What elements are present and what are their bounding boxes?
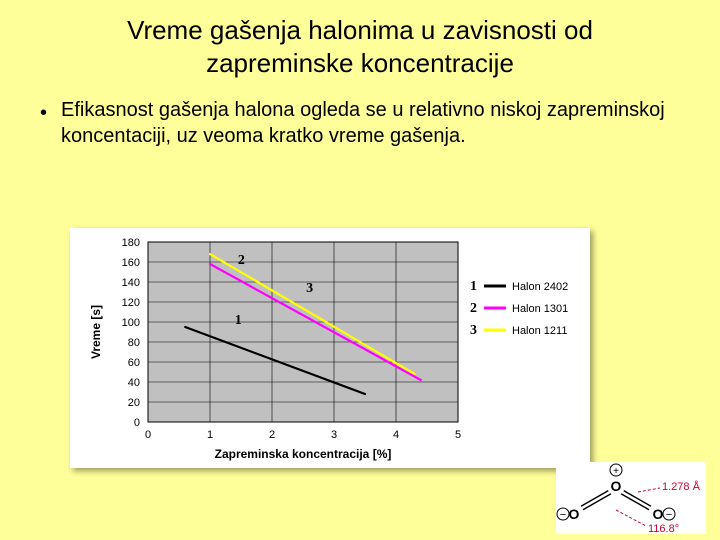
ytick-label: 100 xyxy=(122,317,140,329)
legend-name: Halon 2402 xyxy=(512,281,568,293)
bullet-block: • Efikasnost gašenja halona ogleda se u … xyxy=(0,79,720,149)
xtick-label: 5 xyxy=(455,429,461,441)
ytick-label: 40 xyxy=(128,377,140,389)
label-leader xyxy=(616,510,646,526)
y-axis-label: Vreme [s] xyxy=(89,305,103,359)
bond-angle-label: 116.8° xyxy=(648,523,679,534)
bond-line xyxy=(623,490,651,506)
bond-line xyxy=(583,494,611,510)
bullet-text: Efikasnost gašenja halona ogleda se u re… xyxy=(61,97,680,149)
legend-name: Halon 1301 xyxy=(512,303,568,315)
charge-minus: − xyxy=(560,509,566,521)
slide-title: Vreme gašenja halonima u zavisnosti od z… xyxy=(0,0,720,79)
ytick-label: 160 xyxy=(122,257,140,269)
xtick-label: 1 xyxy=(207,429,213,441)
legend-num: 3 xyxy=(470,323,477,338)
atom-label: O xyxy=(569,506,580,522)
legend-name: Halon 1211 xyxy=(512,325,567,337)
atom-label: O xyxy=(611,478,622,494)
ytick-label: 120 xyxy=(122,297,140,309)
molecule-svg: OOO+−−1.278 Å116.8° xyxy=(556,462,706,534)
xtick-label: 2 xyxy=(269,429,275,441)
atom-label: O xyxy=(653,506,664,522)
plot-area xyxy=(148,242,458,422)
ytick-label: 80 xyxy=(128,337,140,349)
ytick-label: 140 xyxy=(122,277,140,289)
bullet-dot-icon: • xyxy=(40,97,47,125)
xtick-label: 4 xyxy=(393,429,399,441)
charge-minus: − xyxy=(666,509,672,521)
bullet-row: • Efikasnost gašenja halona ogleda se u … xyxy=(40,97,680,149)
bond-line xyxy=(621,494,649,510)
ytick-label: 60 xyxy=(128,357,140,369)
ytick-label: 20 xyxy=(128,397,140,409)
legend-num: 1 xyxy=(470,279,477,294)
bond-length-label: 1.278 Å xyxy=(662,480,701,493)
molecule-diagram: OOO+−−1.278 Å116.8° xyxy=(556,462,706,534)
bond-line xyxy=(581,490,609,506)
title-line-1: Vreme gašenja halonima u zavisnosti od xyxy=(127,15,593,45)
x-axis-label: Zapreminska koncentracija [%] xyxy=(215,447,392,461)
charge-plus: + xyxy=(613,466,619,477)
chart-container: 0 1 2 3 4 5 0 20 40 60 80 100 120 140 160 180 Zapreminsk… xyxy=(70,228,590,468)
xtick-label: 3 xyxy=(331,429,337,441)
series-marker-label: 1 xyxy=(235,313,242,328)
series-marker-label: 2 xyxy=(238,253,245,268)
title-line-2: zapreminske koncentracije xyxy=(206,48,514,78)
ytick-label: 0 xyxy=(134,417,140,429)
ytick-label: 180 xyxy=(122,237,140,249)
series-marker-label: 3 xyxy=(306,281,313,296)
legend-num: 2 xyxy=(470,301,477,316)
label-leader xyxy=(638,488,660,492)
chart-svg: 0 1 2 3 4 5 0 20 40 60 80 100 120 140 160 180 Zapreminsk… xyxy=(70,228,590,468)
xtick-label: 0 xyxy=(145,429,151,441)
